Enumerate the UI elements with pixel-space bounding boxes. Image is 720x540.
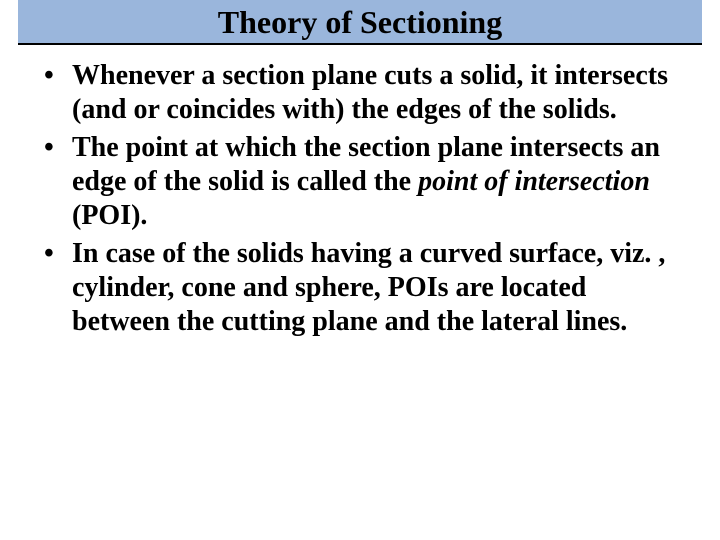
bullet-text-post: (POI). [72, 200, 147, 231]
bullet-text-em: point of intersection [418, 166, 650, 197]
bullet-text: Whenever a section plane cuts a solid, i… [72, 60, 668, 125]
slide-title: Theory of Sectioning [18, 0, 702, 45]
list-item: In case of the solids having a curved su… [72, 237, 684, 339]
bullet-text: In case of the solids having a curved su… [72, 238, 665, 337]
list-item: The point at which the section plane int… [72, 131, 684, 233]
list-item: Whenever a section plane cuts a solid, i… [72, 59, 684, 127]
bullet-list: Whenever a section plane cuts a solid, i… [0, 45, 720, 339]
slide: Theory of Sectioning Whenever a section … [0, 0, 720, 540]
